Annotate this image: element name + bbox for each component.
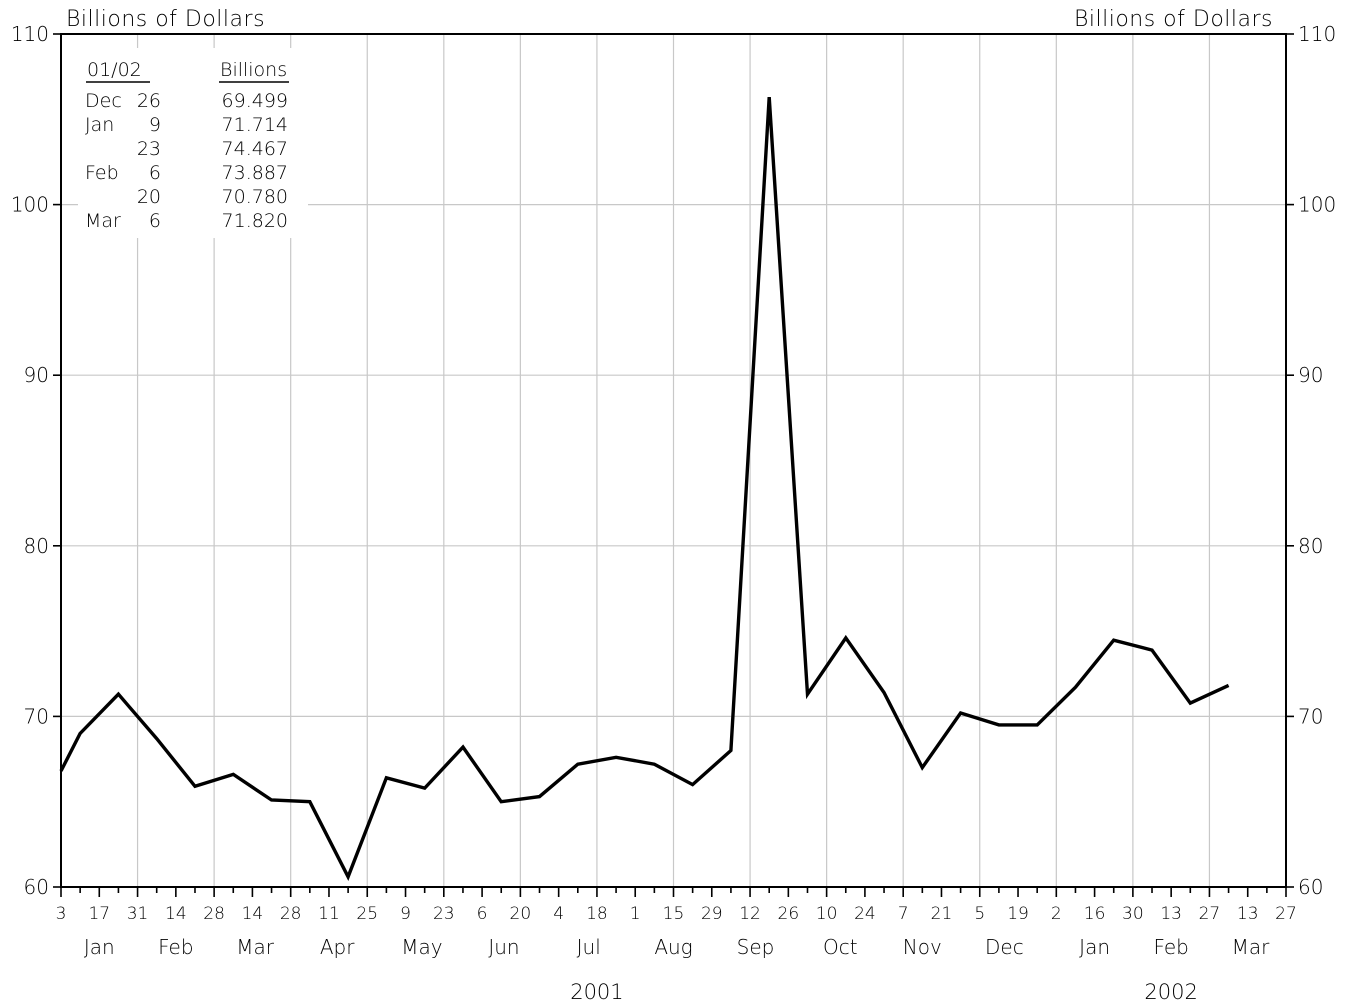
y-tick-label-left: 90	[24, 363, 49, 387]
y-axis-right: 60 70 80 90 100 110	[1286, 22, 1336, 899]
y-tick-label-right: 90	[1298, 363, 1323, 387]
y-axis-left: 60 70 80 90 100 110	[11, 22, 61, 899]
y-axis-title-right: Billions of Dollars	[1074, 7, 1273, 32]
legend-row-value: 69.499	[222, 90, 288, 112]
x-tick-label: 31	[127, 904, 149, 924]
y-tick-label-left: 60	[24, 875, 49, 899]
legend-row-day: 20	[137, 186, 161, 208]
x-tick-label: 29	[701, 904, 723, 924]
legend-row-day: 23	[137, 138, 161, 160]
x-tick-label: 30	[1122, 904, 1144, 924]
x-tick-label: 16	[1084, 904, 1106, 924]
legend-row-day: 6	[149, 162, 161, 184]
legend-row-day: 9	[149, 114, 161, 136]
x-month-label: Jul	[577, 935, 601, 959]
x-axis: 3 17 31 14 28 14 28 11 25 9 23 6 20 4 18 1 15 29 12 26 10 24 7…	[56, 887, 1297, 1003]
x-tick-label: 27	[1199, 904, 1221, 924]
x-tick-label: 14	[165, 904, 187, 924]
y-tick-label-left: 100	[11, 193, 49, 217]
y-tick-label-left: 70	[24, 704, 49, 728]
x-tick-label: 17	[88, 904, 110, 924]
x-month-label: May	[401, 935, 442, 959]
x-tick-label: 23	[433, 904, 455, 924]
x-tick-label: 13	[1160, 904, 1182, 924]
legend-row-day: 6	[149, 210, 161, 232]
x-tick-label: 4	[553, 904, 564, 924]
x-tick-label: 18	[586, 904, 608, 924]
x-tick-label: 25	[356, 904, 378, 924]
x-year-label: 2001	[570, 980, 623, 1003]
x-month-label: Dec	[985, 935, 1024, 959]
legend-background	[78, 48, 308, 238]
legend-row-value: 70.780	[222, 186, 288, 208]
x-tick-label: 7	[898, 904, 909, 924]
x-tick-label: 12	[739, 904, 761, 924]
legend-row-value: 71.714	[222, 114, 288, 136]
x-tick-label: 14	[242, 904, 264, 924]
x-tick-label: 24	[854, 904, 876, 924]
legend-row-month: Jan	[85, 114, 114, 136]
x-month-label: Jun	[488, 935, 519, 959]
x-tick-label: 20	[510, 904, 532, 924]
legend-header-date: 01/02	[87, 59, 142, 81]
x-month-label: Apr	[320, 935, 355, 959]
legend-header-value: Billions	[220, 59, 287, 81]
legend-table: 01/02 Billions Dec 26 69.499 Jan 9 71.714 23 74…	[78, 48, 308, 238]
y-tick-label-right: 80	[1298, 534, 1323, 558]
series-layer	[59, 96, 1230, 881]
legend-rows: Dec 26 69.499 Jan 9 71.714 23 74.467 Feb 6 73.887 2…	[85, 90, 288, 232]
y-tick-label-left: 110	[11, 22, 49, 46]
legend-row-value: 74.467	[222, 138, 288, 160]
y-axis-title-left: Billions of Dollars	[66, 7, 265, 32]
x-month-label: Aug	[654, 935, 692, 959]
x-tick-label: 11	[318, 904, 340, 924]
y-tick-label-right: 110	[1298, 22, 1336, 46]
x-tick-label: 3	[56, 904, 67, 924]
x-tick-label: 9	[400, 904, 411, 924]
x-month-label: Mar	[236, 935, 275, 959]
x-tick-label: 26	[778, 904, 800, 924]
y-tick-label-right: 70	[1298, 704, 1323, 728]
legend-row-month: Dec	[85, 90, 122, 112]
x-tick-label: 5	[974, 904, 985, 924]
x-tick-label: 10	[816, 904, 838, 924]
x-tick-label: 2	[1051, 904, 1062, 924]
legend-row-month: Feb	[85, 162, 119, 184]
x-month-label: Feb	[158, 935, 193, 959]
legend-row-month: Mar	[85, 210, 121, 232]
series-line	[59, 96, 1230, 881]
y-tick-label-left: 80	[24, 534, 49, 558]
x-month-label: Sep	[737, 935, 775, 959]
y-tick-label-right: 100	[1298, 193, 1336, 217]
x-tick-label: 13	[1237, 904, 1259, 924]
x-month-label: Oct	[823, 935, 858, 959]
x-tick-label: 6	[477, 904, 488, 924]
x-tick-label: 19	[1007, 904, 1029, 924]
x-year-label: 2002	[1144, 980, 1197, 1003]
x-tick-label: 1	[630, 904, 641, 924]
legend-row-value: 71.820	[222, 210, 288, 232]
x-tick-label: 28	[203, 904, 225, 924]
x-tick-label: 27	[1275, 904, 1297, 924]
legend-row-day: 26	[137, 90, 161, 112]
x-month-label: Jan	[84, 935, 115, 959]
x-tick-label: 28	[280, 904, 302, 924]
x-month-label: Jan	[1079, 935, 1110, 959]
x-month-label: Mar	[1232, 935, 1271, 959]
x-month-label: Feb	[1153, 935, 1188, 959]
legend-row-value: 73.887	[222, 162, 288, 184]
y-tick-label-right: 60	[1298, 875, 1323, 899]
x-tick-label: 15	[663, 904, 685, 924]
x-tick-label: 21	[931, 904, 953, 924]
x-month-label: Nov	[903, 935, 942, 959]
